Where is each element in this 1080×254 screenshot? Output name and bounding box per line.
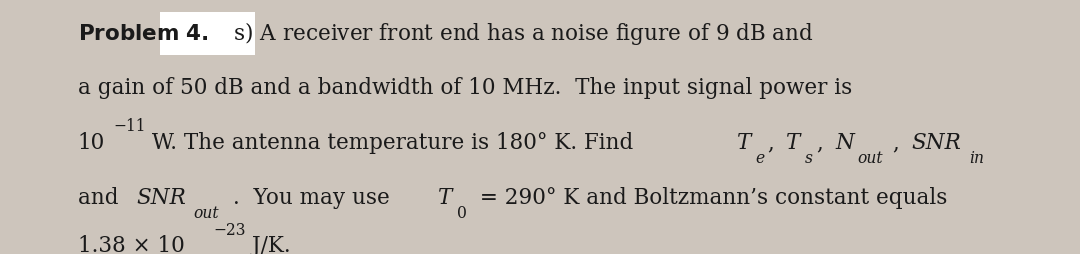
Text: 1.38 × 10: 1.38 × 10: [78, 234, 185, 254]
Bar: [160, 13, 255, 56]
Text: 0: 0: [457, 204, 467, 221]
Text: ,: ,: [892, 132, 899, 154]
Text: a gain of 50 dB and a bandwidth of 10 MHz.  The input signal power is: a gain of 50 dB and a bandwidth of 10 MH…: [78, 77, 852, 99]
Text: $\mathbf{Problem\ 4.}$   s) A receiver front end has a noise figure of 9 dB and: $\mathbf{Problem\ 4.}$ s) A receiver fro…: [78, 20, 813, 46]
Text: N: N: [836, 132, 854, 154]
Text: = 290° K and Boltzmann’s constant equals: = 290° K and Boltzmann’s constant equals: [473, 186, 947, 208]
Text: −23: −23: [214, 221, 246, 238]
Text: SNR: SNR: [136, 186, 186, 208]
Text: out: out: [858, 150, 883, 167]
Text: −11: −11: [113, 118, 146, 135]
Text: SNR: SNR: [912, 132, 961, 154]
Text: .  You may use: . You may use: [233, 186, 397, 208]
Text: 10: 10: [78, 132, 105, 154]
Text: T: T: [737, 132, 751, 154]
Text: ,: ,: [816, 132, 823, 154]
Text: T: T: [786, 132, 800, 154]
Text: W. The antenna temperature is 180° K. Find: W. The antenna temperature is 180° K. Fi…: [145, 132, 639, 154]
Text: in: in: [969, 150, 984, 167]
Text: T: T: [438, 186, 453, 208]
Text: ,: ,: [767, 132, 773, 154]
Text: e: e: [755, 150, 764, 167]
Text: J/K.: J/K.: [245, 234, 291, 254]
Text: s: s: [805, 150, 812, 167]
Text: and: and: [78, 186, 125, 208]
Text: out: out: [193, 204, 219, 221]
